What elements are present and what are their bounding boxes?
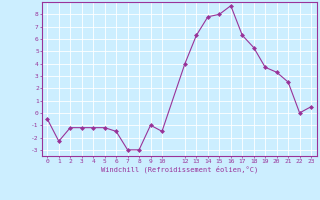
X-axis label: Windchill (Refroidissement éolien,°C): Windchill (Refroidissement éolien,°C) xyxy=(100,165,258,173)
